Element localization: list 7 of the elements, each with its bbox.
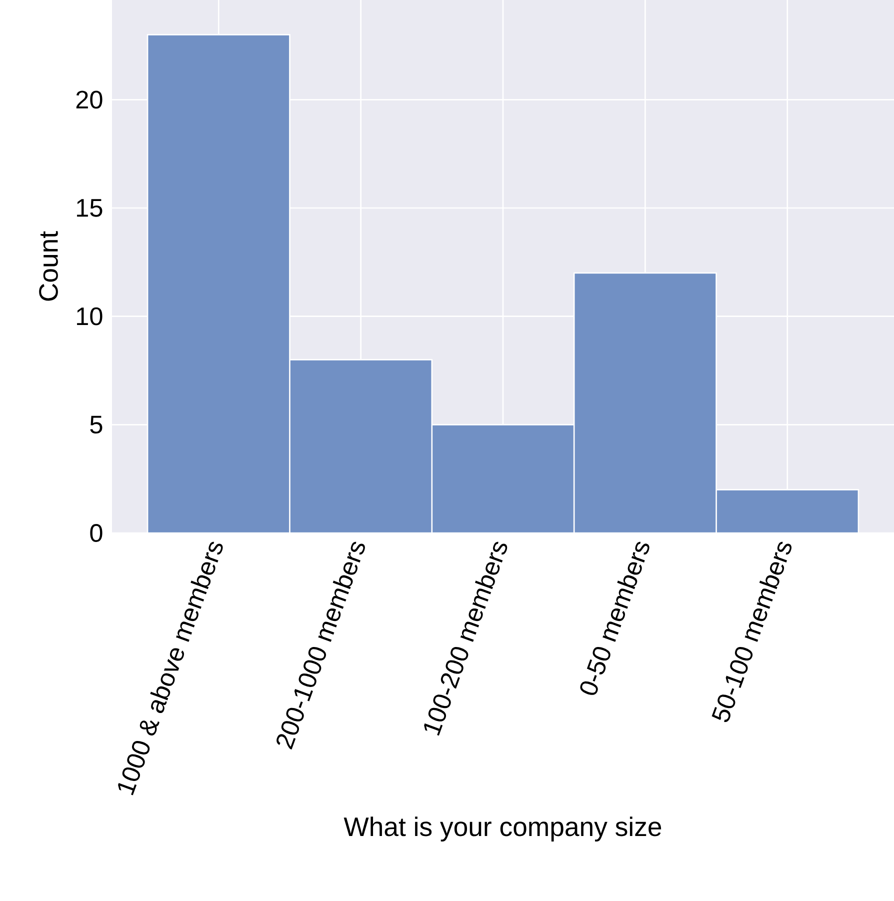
- y-axis-title: Count: [39, 231, 58, 301]
- y-tick-label: 15: [77, 199, 102, 217]
- y-tick-label: 0: [90, 524, 102, 542]
- x-axis-title: What is your company size: [344, 816, 662, 842]
- y-tick-label: 5: [90, 416, 102, 434]
- y-tick-label: 10: [77, 307, 102, 326]
- y-tick-label: 20: [76, 90, 102, 109]
